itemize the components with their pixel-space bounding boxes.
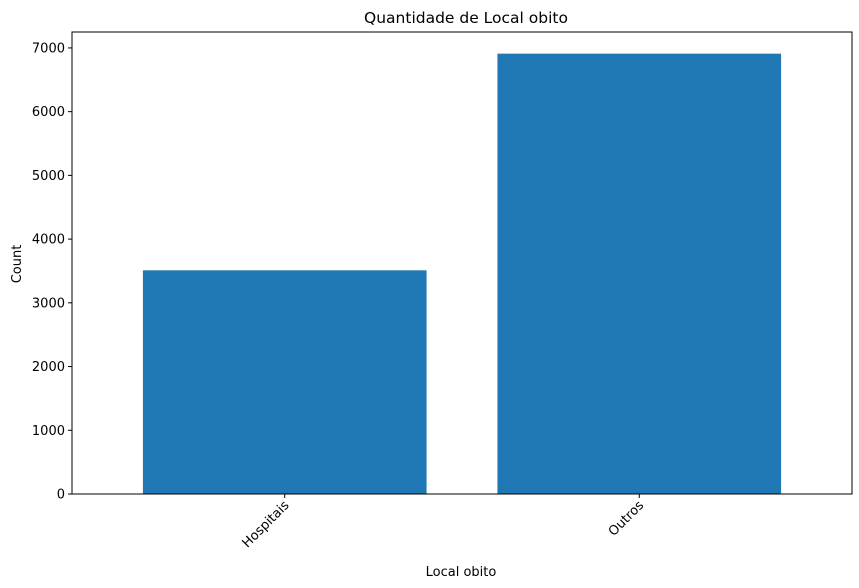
x-axis: Hospitais Outros xyxy=(240,494,647,551)
y-tick-label: 5000 xyxy=(32,169,65,184)
y-tick-label: 3000 xyxy=(32,296,65,311)
y-tick-label: 1000 xyxy=(32,424,65,439)
chart-title: Quantidade de Local obito xyxy=(364,9,568,27)
y-tick-label: 2000 xyxy=(32,360,65,375)
bar-hospitais xyxy=(142,270,427,494)
y-tick-label: 4000 xyxy=(32,233,65,248)
y-axis: 0 1000 2000 3000 4000 5000 6000 7000 xyxy=(32,41,72,503)
bars-group xyxy=(142,53,782,495)
x-tick-label-outros: Outros xyxy=(606,498,647,539)
y-tick-label: 6000 xyxy=(32,105,65,120)
y-tick-label: 0 xyxy=(57,488,65,503)
bar-outros xyxy=(497,53,782,495)
x-tick-label-hospitais: Hospitais xyxy=(240,498,293,551)
x-axis-label: Local obito xyxy=(426,565,497,580)
plot-frame xyxy=(71,31,853,495)
y-tick-label: 7000 xyxy=(32,41,65,56)
y-axis-label: Count xyxy=(10,245,25,284)
